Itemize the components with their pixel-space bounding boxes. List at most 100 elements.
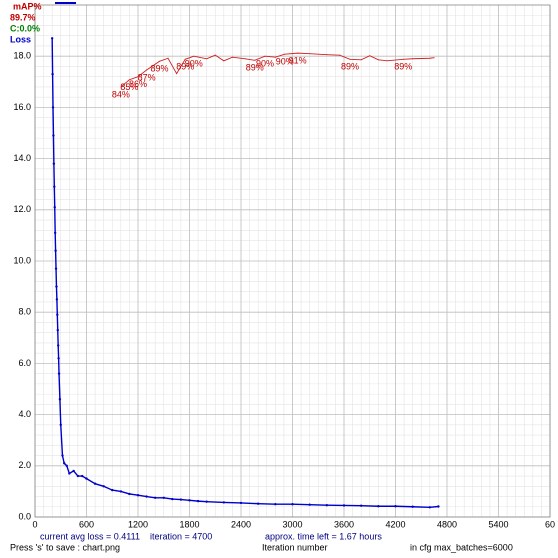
data-point — [184, 58, 186, 60]
data-point — [81, 474, 84, 478]
data-point — [386, 60, 388, 62]
legend-entry: Loss — [10, 34, 31, 44]
data-point — [402, 58, 404, 60]
data-point — [56, 328, 59, 332]
data-point — [65, 464, 68, 467]
data-point — [76, 474, 80, 478]
data-point — [291, 503, 294, 506]
data-point — [171, 497, 174, 501]
data-point — [50, 37, 54, 40]
data-point — [239, 501, 243, 505]
data-label: 90% — [276, 57, 294, 67]
data-point — [223, 60, 225, 62]
x-tick-label: 2400 — [231, 519, 251, 529]
data-point — [274, 56, 276, 58]
data-point — [254, 59, 256, 61]
data-label: 89% — [176, 62, 194, 72]
y-tick-label: 4.0 — [18, 409, 31, 419]
data-point — [55, 285, 58, 288]
x-tick-label: 3000 — [282, 519, 302, 529]
y-tick-label: 6.0 — [18, 358, 31, 368]
data-point — [72, 469, 75, 473]
data-label: 89% — [394, 62, 412, 72]
data-point — [214, 54, 216, 56]
data-point — [369, 55, 371, 57]
data-point — [244, 58, 246, 60]
data-point — [136, 494, 140, 497]
data-point — [176, 73, 178, 75]
data-point — [222, 501, 226, 504]
data-point — [68, 472, 71, 475]
data-label: 90% — [256, 59, 274, 69]
data-point — [51, 106, 55, 109]
data-point — [412, 58, 414, 60]
y-tick-label: 18.0 — [13, 51, 31, 61]
data-point — [428, 506, 432, 509]
data-point — [326, 54, 328, 56]
legend-entry: 89.7% — [10, 12, 36, 22]
x-tick-label: 4200 — [385, 519, 405, 529]
data-point — [111, 488, 114, 492]
data-point — [193, 55, 195, 57]
data-point — [309, 53, 311, 55]
data-point — [51, 72, 54, 76]
data-point — [179, 498, 183, 501]
data-point — [53, 185, 56, 188]
legend-entry: C:0.0% — [10, 23, 40, 33]
status-text: current avg loss = 0.4111 — [40, 531, 140, 541]
data-point — [56, 344, 60, 347]
data-point — [429, 57, 431, 59]
data-point — [433, 57, 435, 59]
data-point — [56, 313, 59, 316]
data-point — [119, 490, 123, 493]
data-point — [120, 86, 122, 88]
data-point — [437, 505, 440, 508]
data-point — [349, 58, 351, 60]
data-point — [85, 477, 88, 480]
data-label: 84% — [112, 89, 130, 99]
data-label: 85% — [120, 82, 138, 92]
x-tick-label: 600 — [79, 519, 94, 529]
data-point — [188, 499, 191, 502]
status-text: in cfg max_batches=6000 — [410, 542, 513, 552]
data-point — [206, 58, 208, 60]
data-point — [53, 206, 56, 209]
data-point — [359, 504, 363, 507]
x-tick-label: 5400 — [488, 519, 508, 529]
data-label: 86% — [129, 79, 147, 89]
x-tick-label: 60 — [545, 519, 555, 529]
data-point — [145, 495, 148, 498]
x-tick-label: 3600 — [334, 519, 354, 529]
data-point — [57, 372, 61, 375]
data-point — [153, 496, 157, 499]
data-point — [53, 231, 57, 235]
status-text: iteration = 4700 — [150, 531, 212, 541]
data-point — [394, 505, 397, 508]
x-axis-label: Iteration number — [262, 542, 328, 552]
data-point — [55, 298, 59, 301]
data-point — [146, 69, 148, 71]
data-point — [128, 492, 131, 496]
data-point — [205, 500, 208, 503]
status-text: approx. time left = 1.67 hours — [265, 531, 382, 541]
data-point — [59, 423, 62, 427]
data-point — [377, 505, 380, 508]
data-point — [58, 398, 62, 401]
data-point — [62, 462, 66, 465]
data-point — [102, 485, 105, 488]
x-tick-label: 0 — [32, 519, 37, 529]
data-label: 90% — [185, 59, 203, 69]
y-tick-label: 0.0 — [18, 511, 31, 521]
plot-frame — [34, 4, 551, 518]
y-tick-label: 10.0 — [13, 255, 31, 265]
data-point — [196, 499, 200, 503]
data-point — [57, 357, 60, 360]
x-tick-label: 4800 — [437, 519, 457, 529]
data-point — [128, 79, 130, 81]
data-label: 91% — [289, 56, 307, 66]
data-point — [377, 59, 379, 61]
data-point — [158, 60, 160, 62]
y-tick-label: 2.0 — [18, 460, 31, 470]
